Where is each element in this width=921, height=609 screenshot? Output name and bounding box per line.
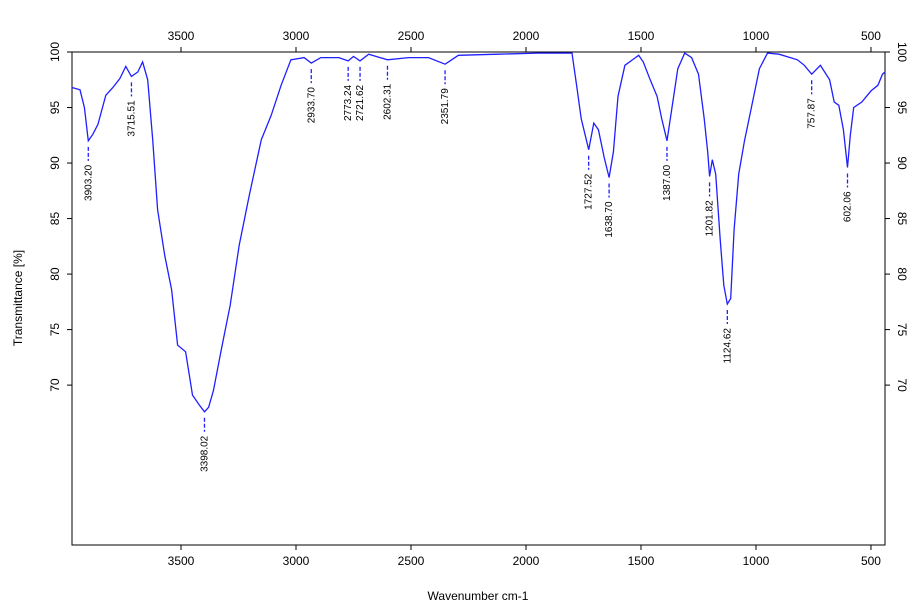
- peak-label: 3715.51: [126, 100, 137, 137]
- x-tick-label: 500: [861, 554, 881, 568]
- x-axis-label: Wavenumber cm-1: [428, 589, 529, 603]
- y-tick-label: 70: [48, 378, 62, 392]
- peak-label: 602.06: [842, 191, 853, 222]
- x-tick-label: 3000: [283, 554, 310, 568]
- peak-label: 2773.24: [343, 84, 354, 121]
- peak-label: 1201.82: [705, 200, 716, 237]
- x-tick-label-top: 3500: [168, 29, 195, 43]
- y-axis-label: Transmittance [%]: [11, 250, 25, 346]
- y-tick-label-right: 100: [895, 42, 909, 62]
- x-tick-label-top: 2500: [398, 29, 425, 43]
- peak-label: 1387.00: [662, 164, 673, 201]
- y-tick-label-right: 80: [895, 267, 909, 281]
- y-tick-label: 80: [48, 267, 62, 281]
- plot-frame: [71, 51, 886, 546]
- y-tick-label-right: 85: [895, 212, 909, 226]
- peak-label: 1727.52: [584, 173, 595, 210]
- peak-label: 3903.20: [83, 164, 94, 201]
- x-tick-label-top: 2000: [513, 29, 540, 43]
- x-tick-label-top: 1500: [628, 29, 655, 43]
- x-tick-label-top: 1000: [743, 29, 770, 43]
- x-tick-label: 2500: [398, 554, 425, 568]
- x-tick-label-top: 3000: [283, 29, 310, 43]
- spectrum-line: [71, 52, 886, 413]
- x-tick-label-top: 500: [861, 29, 881, 43]
- peak-label: 2933.70: [306, 87, 317, 124]
- y-tick-label: 100: [48, 42, 62, 62]
- y-tick-label: 75: [48, 323, 62, 337]
- x-tick-label: 2000: [513, 554, 540, 568]
- peak-label: 2351.79: [440, 88, 451, 125]
- y-tick-label: 95: [48, 101, 62, 115]
- peak-label: 2602.31: [382, 83, 393, 120]
- peak-label: 757.87: [807, 98, 818, 129]
- y-tick-label-right: 90: [895, 156, 909, 170]
- peak-label: 1124.62: [722, 328, 733, 364]
- y-tick-label-right: 70: [895, 378, 909, 392]
- x-tick-label: 3500: [168, 554, 195, 568]
- y-tick-label-right: 95: [895, 101, 909, 115]
- x-tick-label: 1500: [628, 554, 655, 568]
- peak-label: 1638.70: [604, 201, 615, 238]
- y-tick-label: 90: [48, 156, 62, 170]
- peak-label: 3398.02: [199, 435, 210, 472]
- y-tick-label: 85: [48, 212, 62, 226]
- y-tick-label-right: 75: [895, 323, 909, 337]
- x-tick-label: 1000: [743, 554, 770, 568]
- peak-label: 2721.62: [355, 84, 366, 121]
